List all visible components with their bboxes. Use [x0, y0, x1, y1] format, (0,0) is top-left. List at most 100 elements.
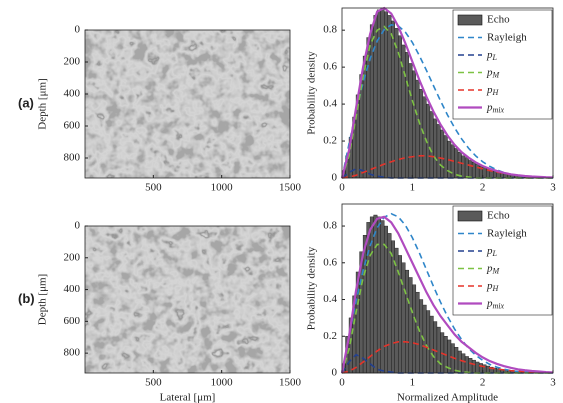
x-tick-label: 1500 — [279, 377, 302, 389]
series-line — [340, 6, 554, 179]
axes-frame — [341, 7, 554, 179]
legend-label: Rayleigh — [487, 227, 527, 239]
x-tick-label: 2 — [480, 182, 486, 194]
histogram-bar — [419, 89, 424, 179]
histogram-bar — [422, 96, 427, 179]
x-tick-label: 1000 — [211, 377, 234, 389]
x-axis-label: Normalized Amplitude — [397, 392, 498, 403]
series-line — [341, 212, 553, 374]
x-tick-label: 1 — [410, 377, 416, 389]
y-tick-label: 800 — [64, 152, 81, 164]
legend-label: pH — [486, 280, 500, 293]
histogram-bar — [475, 163, 480, 179]
legend-name: p — [486, 297, 493, 309]
y-axis-label: Depth [μm] — [37, 78, 49, 129]
legend-label: pM — [486, 262, 501, 275]
x-axis-label: Lateral [μm] — [160, 392, 216, 403]
histogram-bar — [471, 162, 476, 179]
legend-subscript: L — [492, 249, 498, 258]
legend-name: p — [486, 49, 493, 61]
legend-swatch — [457, 14, 483, 26]
histogram-bar — [471, 359, 476, 374]
histogram-bar — [384, 11, 388, 179]
y-tick-label: 0 — [332, 172, 338, 184]
legend-label: Echo — [487, 14, 510, 26]
histogram-bar — [391, 20, 395, 179]
histogram-bar — [482, 167, 487, 179]
legend-label: pL — [486, 245, 498, 258]
histogram-bar — [415, 291, 420, 374]
legend-box — [452, 9, 553, 120]
legend-name: p — [486, 101, 493, 113]
histogram-bar — [433, 118, 438, 179]
y-tick-label: 0 — [332, 367, 338, 379]
histogram-bar — [461, 353, 466, 374]
legend-name: p — [486, 66, 493, 78]
histogram-bar — [493, 170, 497, 179]
legend-name: p — [486, 245, 493, 257]
y-tick-label: 0.2 — [323, 330, 337, 342]
y-tick-label: 400 — [64, 88, 81, 100]
histogram-bar — [440, 129, 445, 179]
y-tick-label: 600 — [64, 315, 81, 327]
legend-subscript: mix — [493, 105, 505, 114]
histogram-bar — [387, 15, 392, 179]
x-tick-label: 1000 — [211, 182, 234, 194]
legend-name: p — [486, 262, 493, 274]
histogram-bar — [454, 347, 459, 374]
axes-frame — [84, 225, 291, 374]
y-tick-label: 200 — [64, 251, 81, 263]
x-tick-label: 500 — [145, 377, 162, 389]
series-line — [341, 340, 554, 374]
histogram-bar — [373, 15, 378, 179]
y-tick-label: 0.4 — [323, 98, 337, 110]
legend-name: Rayleigh — [487, 227, 527, 239]
series-line — [340, 215, 554, 374]
speckle-image — [85, 226, 290, 373]
histogram-bar — [468, 160, 473, 179]
histogram-bar — [405, 269, 410, 374]
histogram-bar — [412, 284, 417, 374]
legend-subscript: L — [492, 53, 498, 62]
histogram-bar — [376, 9, 381, 179]
y-axis-label: Probability density — [306, 51, 318, 135]
histogram-bar — [464, 356, 469, 374]
histogram-bar — [412, 70, 417, 179]
legend-label: pH — [486, 84, 500, 97]
legend-subscript: H — [492, 88, 500, 97]
histogram-bar — [362, 55, 367, 179]
y-tick-label: 0.4 — [323, 293, 337, 305]
legend-subscript: mix — [493, 301, 505, 310]
histogram-bar — [429, 111, 434, 179]
y-tick-label: 400 — [64, 283, 81, 295]
x-tick-label: 0 — [339, 182, 345, 194]
legend-subscript: M — [492, 266, 501, 275]
x-tick-label: 1500 — [279, 182, 302, 194]
y-tick-label: 800 — [64, 347, 81, 359]
legend-label: pmix — [486, 101, 505, 114]
panel-label: (b) — [18, 291, 35, 306]
histogram-bar — [468, 358, 473, 374]
legend-name: p — [486, 84, 493, 96]
histogram-bar — [394, 28, 399, 179]
y-tick-label: 600 — [64, 120, 81, 132]
legend-swatch — [457, 210, 483, 222]
axes-frame — [84, 29, 291, 179]
y-tick-label: 0 — [75, 220, 81, 232]
histogram-bar — [454, 148, 459, 179]
histogram-bar — [433, 321, 438, 374]
legend-label: pL — [486, 49, 498, 62]
speckle-image — [85, 30, 290, 178]
panel-label: (a) — [18, 95, 34, 110]
histogram-bar — [408, 277, 413, 374]
histogram-bar — [457, 350, 462, 374]
y-tick-label: 0.8 — [323, 24, 337, 36]
y-tick-label: 200 — [64, 56, 81, 68]
histogram-bar — [436, 326, 441, 374]
x-tick-label: 3 — [550, 377, 556, 389]
histogram-bar — [426, 310, 431, 374]
legend-subscript: M — [492, 70, 501, 79]
